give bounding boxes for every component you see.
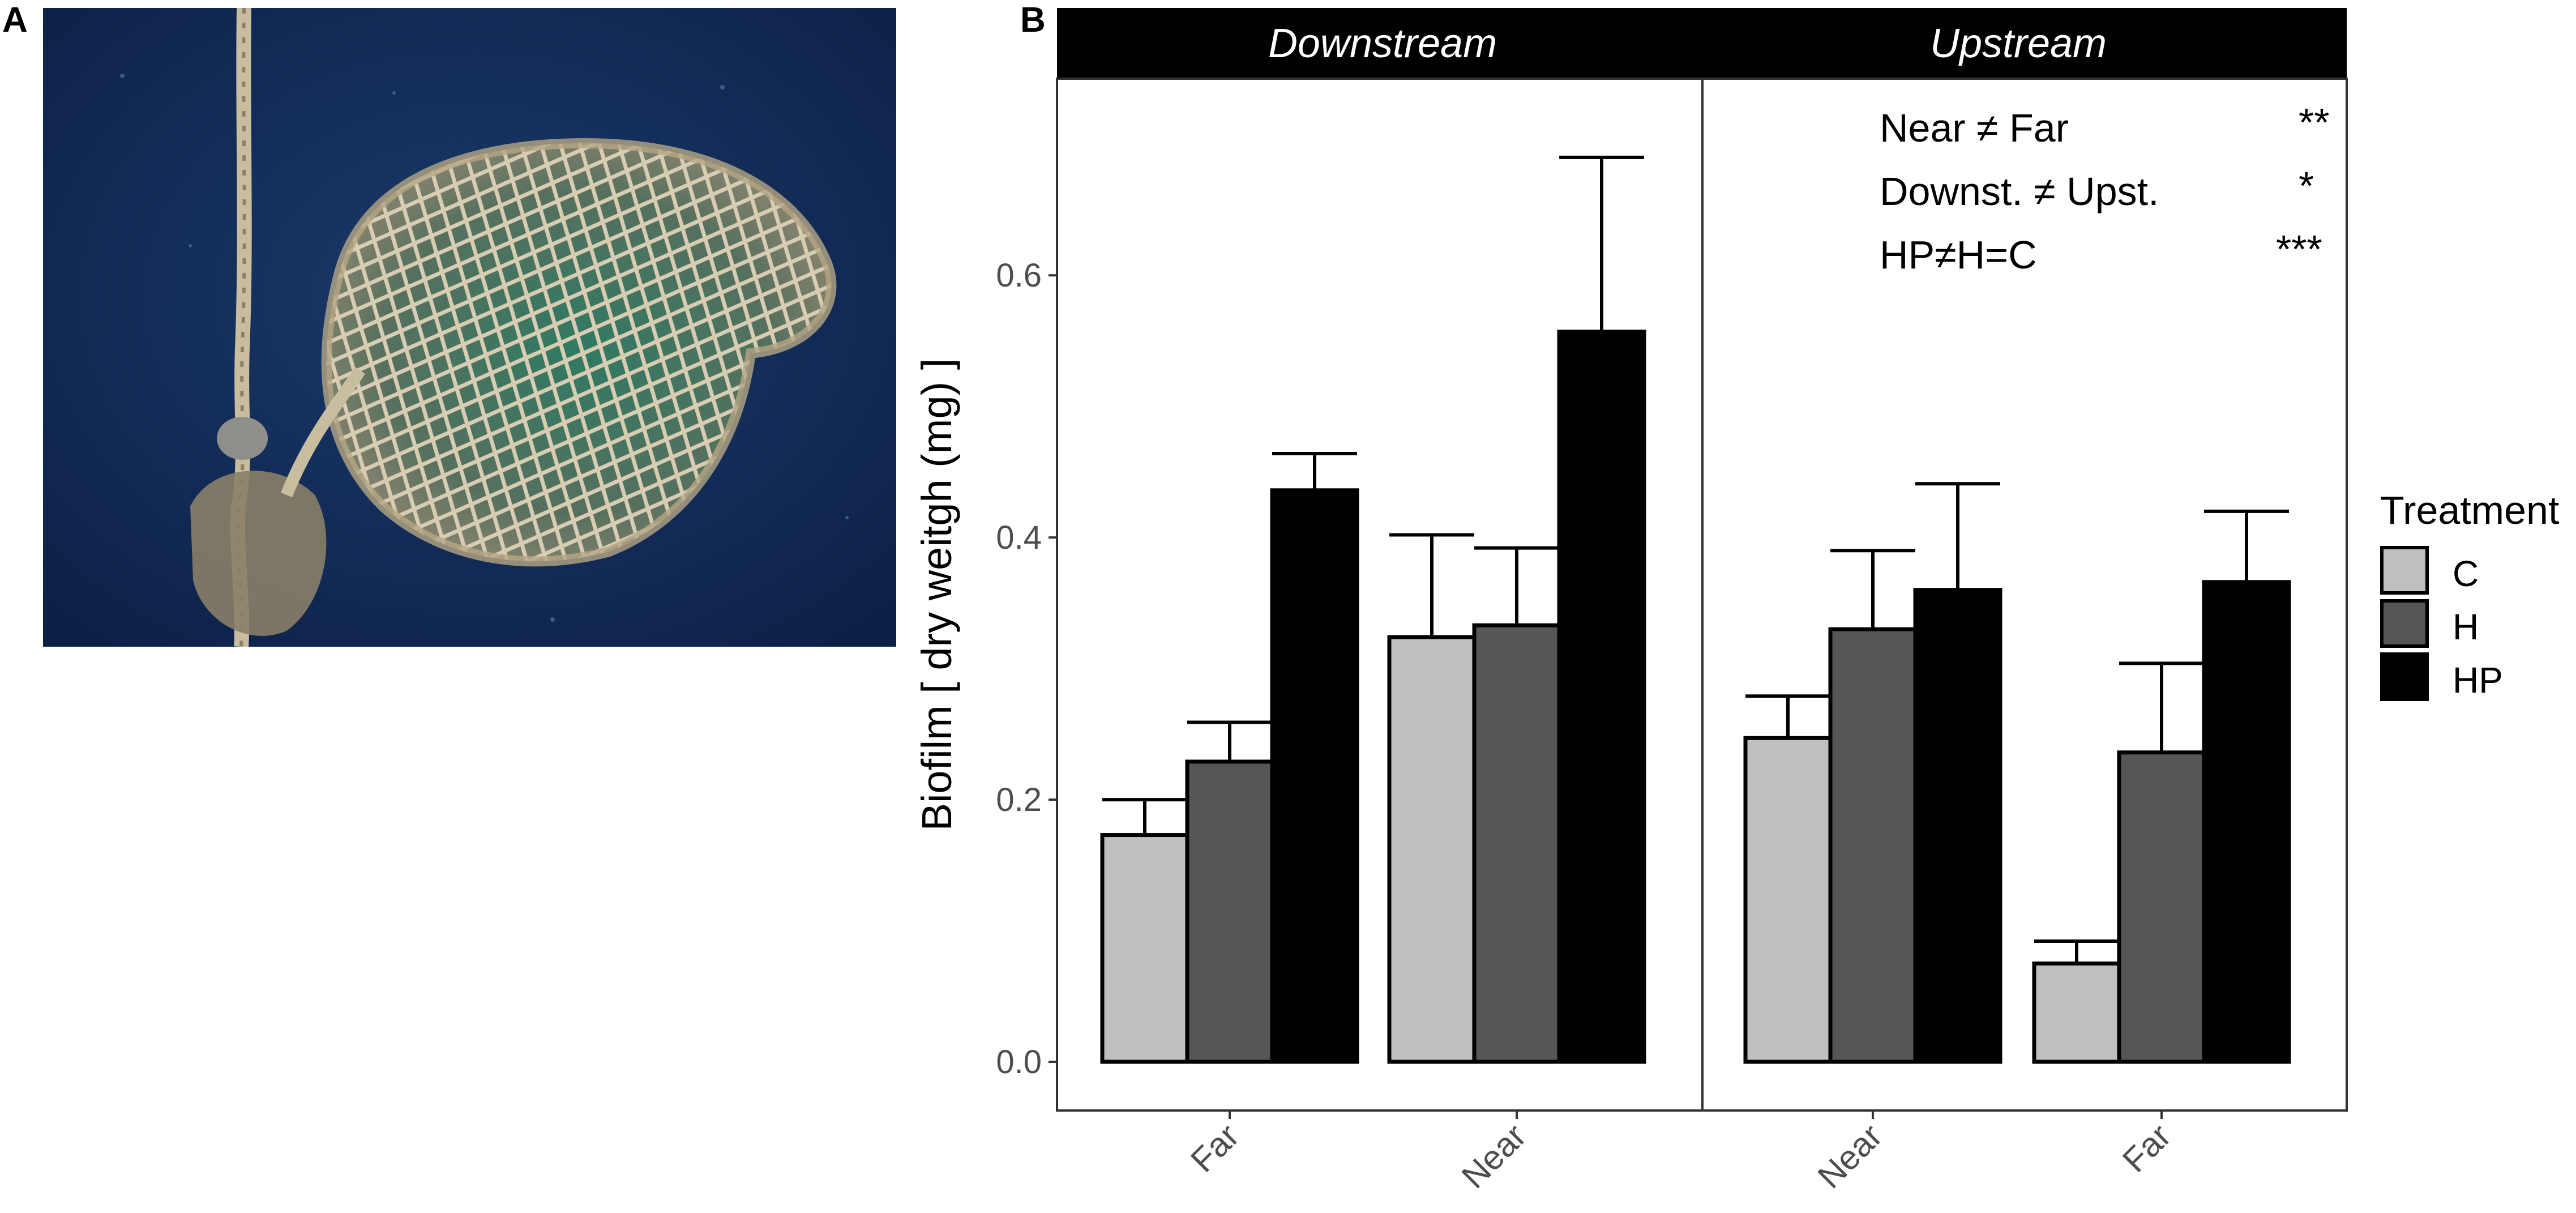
bar-h-far: [2117, 750, 2206, 1064]
bar-hp-near: [1913, 588, 2002, 1064]
annotation-treatment: HP≠H=C: [1880, 233, 2037, 277]
biofilm-bar-chart: Biofilm [ dry weitgh (mg) ] Downstream U…: [913, 8, 2559, 1195]
bar-h-near: [1828, 627, 1918, 1064]
x-tick-label: Far: [2115, 1117, 2178, 1180]
y-tick-label: 0.0: [996, 1044, 1042, 1080]
y-tick-label: 0.4: [996, 519, 1042, 556]
bar-c-near: [1387, 635, 1477, 1064]
legend-label-c: C: [2453, 553, 2479, 594]
legend: Treatment C H HP: [2380, 488, 2559, 701]
facet-strip-downstream: [1057, 8, 1708, 79]
bar-hp-far: [1270, 488, 1359, 1064]
bar-c-near: [1743, 736, 1833, 1064]
bar-h-near: [1472, 623, 1561, 1064]
facet-strip-upstream: [1702, 8, 2347, 79]
facet-title-downstream: Downstream: [1268, 21, 1497, 66]
bars-upstream: [1743, 482, 2291, 1064]
legend-label-h: H: [2453, 606, 2479, 647]
annotation-downst-upst: Downst. ≠ Upst.: [1880, 169, 2159, 213]
x-tick-label: Far: [1183, 1117, 1246, 1180]
y-axis: 0.0 0.2 0.4 0.6: [996, 257, 1057, 1080]
x-tick-label: Near: [1811, 1117, 1889, 1195]
annotation-treatment-sig: ***: [2276, 227, 2322, 271]
facet-upstream: Upstream Near ≠ Far ** Downst. ≠ Upst. *…: [1701, 8, 2348, 1112]
net-bag-biofilm-photo: [43, 8, 896, 647]
annotation-near-far: Near ≠ Far: [1880, 106, 2069, 150]
bar-hp-near: [1557, 330, 1646, 1064]
y-tick-label: 0.6: [996, 257, 1042, 294]
panel-label-a: A: [2, 1, 28, 40]
bar-h-far: [1185, 759, 1274, 1064]
x-tick-label: Near: [1454, 1117, 1533, 1195]
legend-key-hp: [2380, 652, 2429, 701]
bar-c-far: [1100, 833, 1189, 1064]
legend-label-hp: HP: [2453, 660, 2503, 701]
annotation-downst-upst-sig: *: [2299, 164, 2314, 208]
bar-hp-far: [2202, 580, 2291, 1064]
annotation-near-far-sig: **: [2299, 100, 2329, 144]
bar-c-far: [2032, 961, 2121, 1064]
x-axis-ticks: Far Near Near Far: [1183, 1111, 2178, 1195]
legend-key-h: [2380, 599, 2429, 648]
panel-label-b: B: [1020, 1, 1046, 40]
y-axis-title: Biofilm [ dry weitgh (mg) ]: [913, 358, 960, 831]
bars-downstream: [1100, 155, 1646, 1064]
facet-title-upstream: Upstream: [1930, 21, 2107, 66]
facet-downstream: Downstream: [1056, 8, 1709, 1112]
y-tick-label: 0.2: [996, 781, 1042, 818]
legend-key-c: [2380, 546, 2429, 595]
legend-title: Treatment: [2380, 488, 2559, 532]
